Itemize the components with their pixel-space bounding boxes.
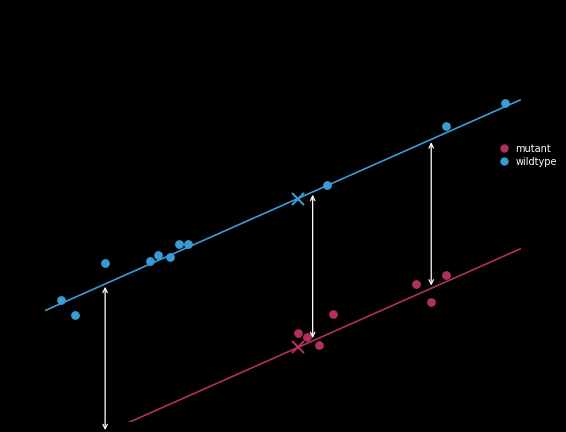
- Point: [101, 260, 110, 267]
- Legend: mutant, wildtype: mutant, wildtype: [491, 141, 560, 170]
- Point: [329, 311, 338, 318]
- Point: [293, 330, 302, 337]
- Point: [183, 240, 192, 247]
- Point: [501, 99, 510, 106]
- Point: [441, 122, 451, 129]
- Point: [145, 257, 154, 264]
- Point: [175, 241, 184, 248]
- Point: [71, 311, 80, 318]
- Point: [427, 299, 436, 306]
- Point: [166, 253, 175, 260]
- Point: [314, 342, 323, 349]
- Point: [323, 182, 332, 189]
- Point: [441, 271, 451, 278]
- Point: [154, 251, 163, 258]
- Point: [56, 297, 65, 304]
- Point: [412, 281, 421, 288]
- Point: [302, 333, 311, 340]
